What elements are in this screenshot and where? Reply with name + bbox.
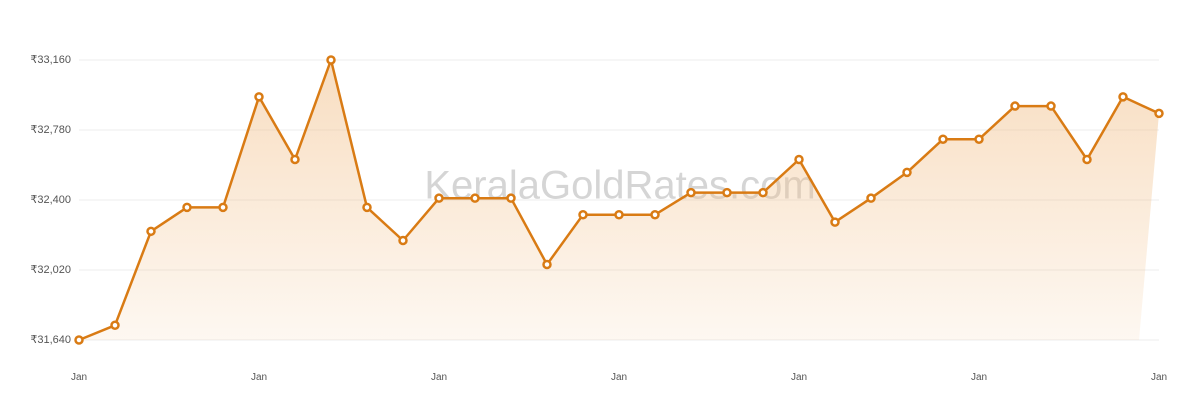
data-point	[542, 259, 552, 270]
data-point	[1010, 101, 1020, 111]
y-axis-labels: ₹31,640 ₹32,020 ₹32,400 ₹32,780 ₹33,160	[30, 54, 71, 346]
y-tick-label: ₹31,640	[30, 334, 71, 346]
data-point	[470, 193, 480, 203]
data-point	[1118, 92, 1128, 102]
data-point	[650, 209, 660, 220]
data-point	[578, 209, 588, 220]
data-point	[686, 187, 696, 198]
x-tick-label: Jan	[251, 372, 267, 383]
data-point	[74, 335, 84, 345]
data-point	[398, 235, 408, 246]
y-tick-label: ₹33,160	[30, 54, 71, 66]
data-point	[758, 187, 768, 198]
data-point	[290, 154, 300, 165]
data-point	[254, 92, 264, 102]
data-point	[1154, 108, 1164, 119]
data-point	[506, 193, 516, 203]
data-point	[362, 202, 372, 213]
data-point	[110, 320, 120, 331]
y-tick-label: ₹32,020	[30, 264, 71, 276]
x-axis-labels: Jan Jan Jan Jan Jan Jan Jan	[71, 372, 1167, 383]
data-point	[974, 134, 984, 144]
data-point	[218, 202, 228, 213]
data-point	[182, 202, 192, 213]
series-area	[79, 60, 1159, 340]
data-point	[326, 55, 336, 65]
x-tick-label: Jan	[71, 372, 87, 383]
data-point	[146, 226, 156, 237]
data-point	[830, 217, 840, 227]
data-point	[1046, 101, 1056, 111]
x-tick-label: Jan	[791, 372, 807, 383]
data-points	[74, 55, 1164, 345]
y-tick-label: ₹32,400	[30, 194, 71, 206]
x-tick-label: Jan	[611, 372, 627, 383]
data-point	[866, 193, 876, 203]
data-point	[614, 209, 624, 220]
data-point	[1082, 154, 1092, 165]
x-tick-label: Jan	[1151, 372, 1167, 383]
y-tick-label: ₹32,780	[30, 124, 71, 136]
x-tick-label: Jan	[431, 372, 447, 383]
data-point	[902, 167, 912, 178]
data-point	[434, 193, 444, 203]
data-point	[722, 187, 732, 198]
data-point	[938, 134, 948, 144]
x-tick-label: Jan	[971, 372, 987, 383]
data-point	[794, 154, 804, 165]
